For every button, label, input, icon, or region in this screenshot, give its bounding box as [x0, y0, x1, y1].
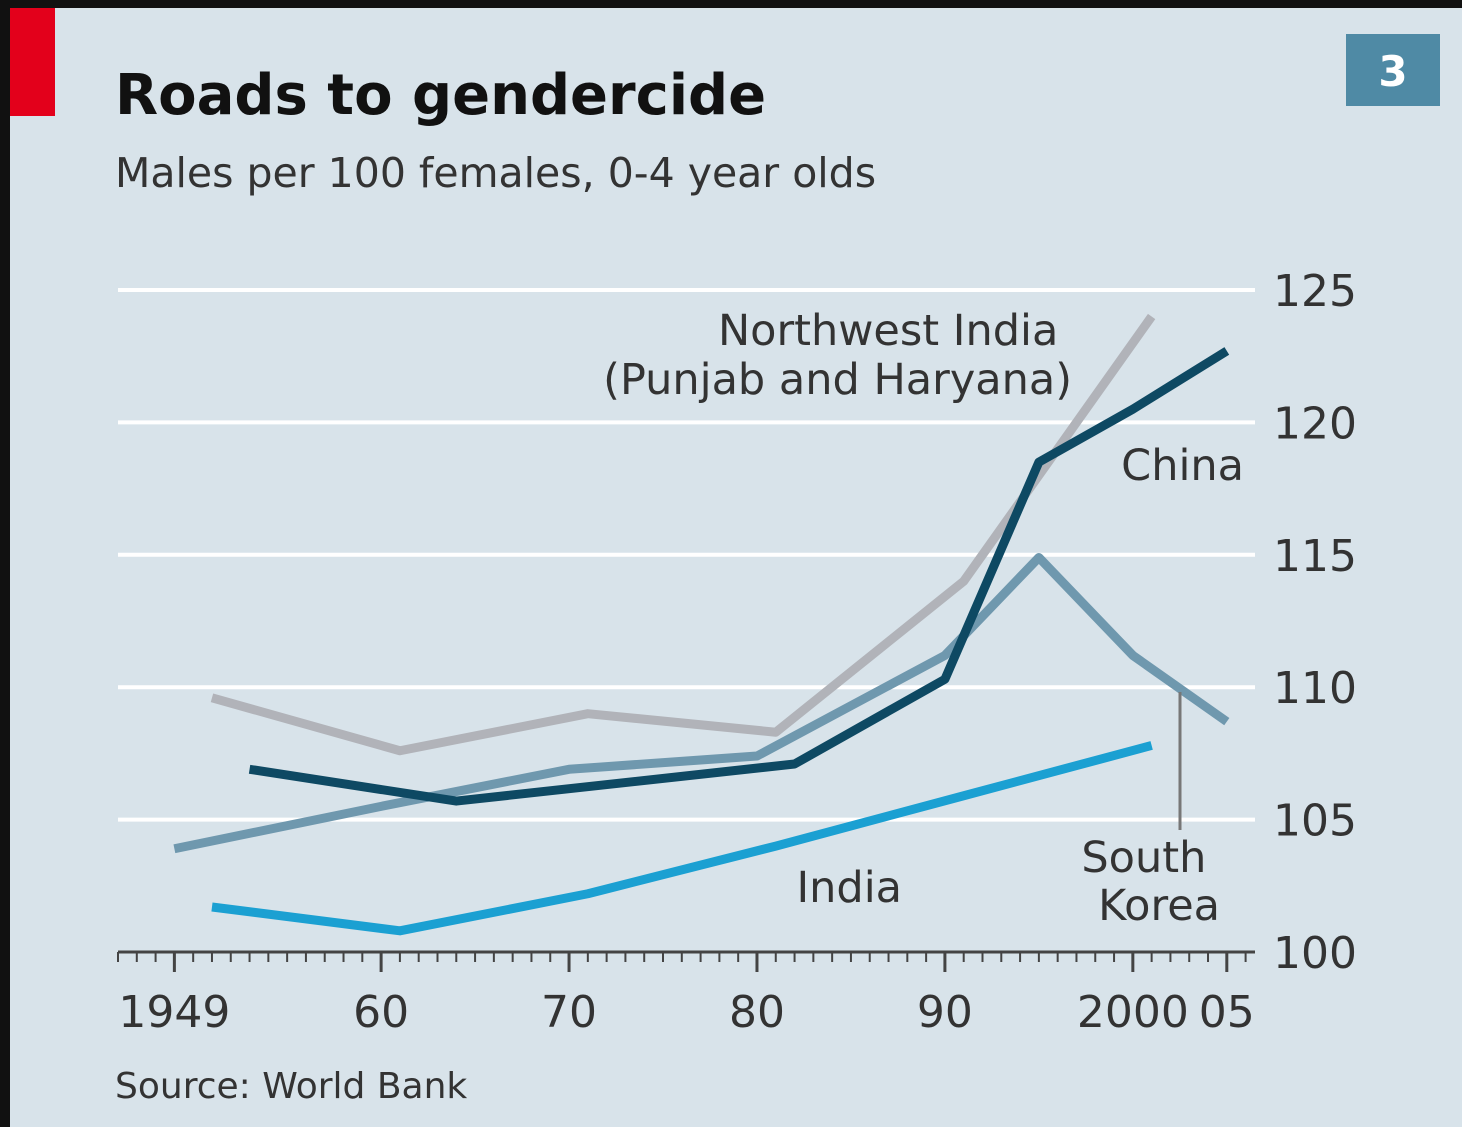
x-tick-label: 80: [729, 987, 785, 1038]
x-tick-label: 90: [917, 987, 973, 1038]
series-line: [173, 552, 1230, 854]
y-tick-label: 125: [1273, 266, 1357, 317]
series-line: [248, 347, 1230, 806]
series-label: India: [796, 863, 902, 913]
badge: 3: [1378, 47, 1407, 96]
border-left: [0, 0, 10, 1127]
border-top: [0, 0, 1462, 8]
x-tick-label: 1949: [118, 987, 230, 1038]
x-tick-label: 70: [541, 987, 597, 1038]
chart-title: Roads to gendercide: [115, 63, 766, 128]
x-tick-label: 05: [1199, 987, 1255, 1038]
badge-box: [1346, 34, 1440, 106]
y-tick-label: 105: [1273, 796, 1357, 847]
series-label: Northwest India (Punjab and Haryana): [603, 306, 1072, 405]
chart-subtitle: Males per 100 females, 0-4 year olds: [115, 149, 876, 197]
y-tick-label: 110: [1273, 663, 1357, 714]
series-label: China: [1121, 441, 1244, 491]
red-tab: [10, 8, 55, 116]
series-line: [211, 741, 1153, 936]
series-label: South Korea: [1081, 833, 1220, 931]
x-tick-label: 60: [353, 987, 409, 1038]
series-line: [210, 313, 1156, 756]
y-tick-label: 120: [1273, 398, 1357, 449]
y-tick-label: 115: [1273, 531, 1357, 582]
x-tick-label: 2000: [1077, 987, 1189, 1038]
y-tick-label: 100: [1273, 928, 1357, 979]
source: Source: World Bank: [115, 1066, 467, 1107]
